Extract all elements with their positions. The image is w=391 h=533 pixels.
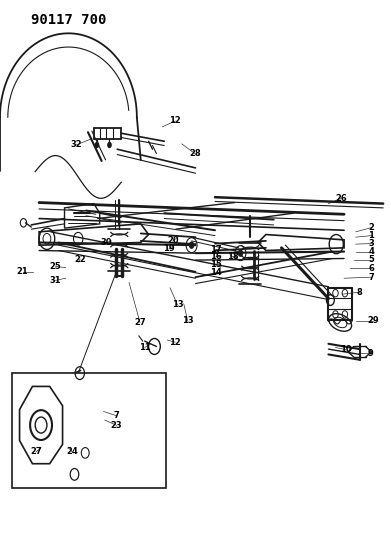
Text: 8: 8	[357, 288, 362, 296]
Text: 25: 25	[50, 262, 61, 271]
Text: 29: 29	[368, 317, 379, 325]
Text: 27: 27	[30, 448, 42, 456]
Text: 24: 24	[66, 448, 78, 456]
Text: 19: 19	[163, 245, 175, 253]
Text: 1: 1	[368, 231, 375, 240]
Text: 90117 700: 90117 700	[31, 13, 107, 27]
Text: 20: 20	[167, 237, 179, 245]
Text: 30: 30	[100, 238, 112, 247]
Text: 13: 13	[172, 301, 183, 309]
Text: 21: 21	[17, 268, 29, 276]
Text: 9: 9	[368, 350, 373, 358]
Circle shape	[238, 249, 243, 257]
Text: 15: 15	[210, 261, 222, 269]
Text: 17: 17	[210, 245, 222, 254]
Circle shape	[107, 142, 112, 148]
Text: 13: 13	[182, 317, 194, 325]
Text: 31: 31	[50, 276, 61, 285]
Text: 14: 14	[210, 269, 222, 277]
Bar	[12, 373, 166, 488]
Text: 22: 22	[74, 255, 86, 263]
Circle shape	[189, 241, 194, 249]
Text: 18: 18	[227, 253, 239, 261]
Text: 12: 12	[169, 338, 181, 346]
Text: 32: 32	[70, 141, 82, 149]
Text: 27: 27	[134, 318, 146, 327]
Text: 26: 26	[335, 194, 347, 203]
Text: 28: 28	[189, 149, 201, 158]
Text: 16: 16	[210, 253, 222, 261]
Text: 7: 7	[114, 411, 119, 420]
Text: 11: 11	[139, 343, 151, 352]
Text: 10: 10	[340, 345, 352, 354]
Text: 2: 2	[368, 223, 375, 232]
Text: 3: 3	[369, 239, 374, 248]
Circle shape	[95, 142, 99, 148]
Text: 5: 5	[368, 255, 375, 264]
Text: 7: 7	[369, 273, 374, 281]
Text: 23: 23	[111, 421, 122, 430]
Text: 4: 4	[368, 247, 375, 256]
Text: 6: 6	[368, 264, 375, 272]
Text: 12: 12	[169, 117, 181, 125]
